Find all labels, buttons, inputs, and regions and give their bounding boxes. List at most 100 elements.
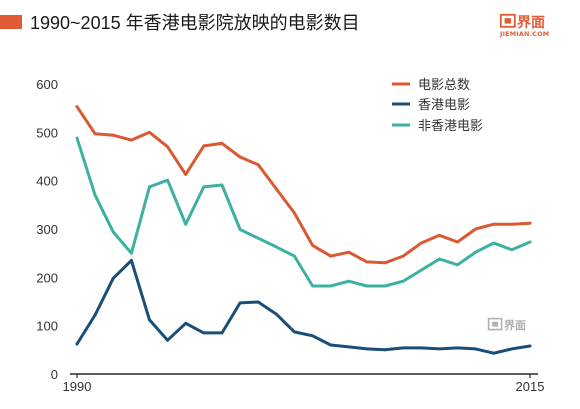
x-tick-label: 2015 — [516, 379, 545, 394]
non-hk-films-point — [238, 228, 242, 231]
non-hk-films-point — [347, 279, 351, 283]
non-hk-films-point — [274, 245, 278, 249]
total-films-line — [75, 105, 532, 265]
non-hk-films-point — [329, 284, 333, 288]
hk-films-point — [220, 331, 224, 335]
jiemian-logo-icon — [499, 13, 516, 28]
total-films-point — [148, 130, 151, 134]
logo-subtext: JIEMIAN.COM — [499, 30, 549, 38]
hk-films-point — [311, 334, 314, 338]
non-hk-films-point — [419, 268, 423, 272]
legend-label: 香港电影 — [418, 97, 470, 112]
series-lines — [75, 105, 532, 355]
title-accent-bar — [0, 15, 22, 29]
legend-label: 电影总数 — [418, 77, 470, 92]
hk-films-point — [528, 344, 532, 348]
total-films-point — [184, 173, 188, 176]
non-hk-films-point — [75, 136, 79, 140]
hk-films-point — [329, 343, 333, 347]
total-films-point — [347, 250, 351, 254]
non-hk-films-point — [111, 230, 115, 234]
total-films-point — [474, 227, 477, 231]
hk-films-point — [510, 347, 514, 351]
total-films-point — [401, 254, 405, 258]
total-films-point — [93, 132, 97, 136]
logo-text: 界面 — [517, 15, 545, 31]
y-tick-label: 400 — [36, 174, 58, 189]
hk-films-point — [274, 312, 278, 316]
legend-label: 非香港电影 — [418, 118, 483, 133]
hk-films-point — [148, 318, 151, 322]
chart-title: 1990~2015 年香港电影院放映的电影数目 — [30, 13, 360, 33]
non-hk-films-point — [202, 185, 206, 189]
total-films-series — [75, 105, 532, 265]
legend-item-non-hk-films: 非香港电影 — [392, 118, 483, 133]
hk-films-point — [492, 351, 496, 355]
non-hk-films-series — [75, 136, 532, 288]
total-films-point — [311, 244, 314, 247]
brand-logo: 界面 JIEMIAN.COM — [499, 13, 549, 38]
hk-films-point — [401, 346, 405, 350]
hk-films-point — [365, 347, 369, 351]
hk-films-point — [256, 300, 260, 304]
total-films-point — [438, 233, 441, 237]
hk-films-point — [419, 346, 423, 350]
non-hk-films-point — [166, 178, 170, 182]
hk-films-point — [383, 348, 387, 352]
hk-films-series — [75, 258, 532, 355]
total-films-point — [166, 145, 170, 149]
non-hk-films-point — [220, 183, 224, 187]
total-films-point — [365, 260, 369, 264]
hk-films-point — [293, 330, 296, 334]
non-hk-films-point — [365, 284, 369, 288]
total-films-point — [238, 155, 242, 159]
x-tick-label: 1990 — [63, 379, 92, 394]
non-hk-films-point — [401, 279, 405, 283]
non-hk-films-point — [184, 222, 188, 226]
hk-films-point — [474, 347, 477, 351]
total-films-point — [528, 221, 532, 225]
total-films-point — [111, 133, 115, 137]
watermark-text: 界面 — [504, 319, 526, 332]
non-hk-films-point — [492, 241, 496, 245]
legend-item-hk-films: 香港电影 — [392, 97, 470, 112]
hk-films-point — [111, 276, 115, 280]
total-films-point — [456, 240, 459, 244]
y-tick-label: 200 — [36, 270, 58, 285]
y-tick-label: 600 — [36, 77, 58, 92]
non-hk-films-point — [293, 254, 296, 258]
total-films-point — [492, 222, 496, 226]
x-axis: 1990 2015 — [63, 373, 545, 394]
jiemian-logo-icon — [487, 317, 503, 331]
hk-films-point — [166, 338, 170, 342]
non-hk-films-point — [474, 250, 477, 254]
non-hk-films-point — [311, 284, 314, 288]
total-films-point — [293, 211, 296, 215]
hk-films-point — [347, 345, 351, 349]
total-films-point — [329, 254, 333, 258]
non-hk-films-line — [75, 136, 532, 288]
y-tick-label: 0 — [51, 367, 58, 382]
hk-films-point — [75, 342, 79, 346]
hk-films-point — [438, 347, 441, 351]
hk-films-line — [75, 258, 532, 355]
total-films-point — [202, 144, 206, 148]
non-hk-films-point — [456, 263, 459, 267]
non-hk-films-point — [93, 193, 97, 197]
y-tick-label: 500 — [36, 125, 58, 140]
total-films-point — [419, 241, 423, 245]
total-films-point — [256, 163, 260, 167]
y-tick-label: 100 — [36, 319, 58, 334]
total-films-point — [274, 187, 278, 191]
non-hk-films-point — [130, 251, 133, 255]
total-films-point — [75, 105, 79, 109]
hk-films-point — [130, 259, 133, 262]
hk-films-point — [93, 313, 97, 317]
hk-films-point — [456, 346, 459, 350]
total-films-point — [130, 138, 133, 142]
hk-films-point — [202, 331, 206, 335]
non-hk-films-point — [438, 257, 441, 261]
hk-films-point — [238, 301, 242, 305]
non-hk-films-point — [148, 185, 151, 189]
